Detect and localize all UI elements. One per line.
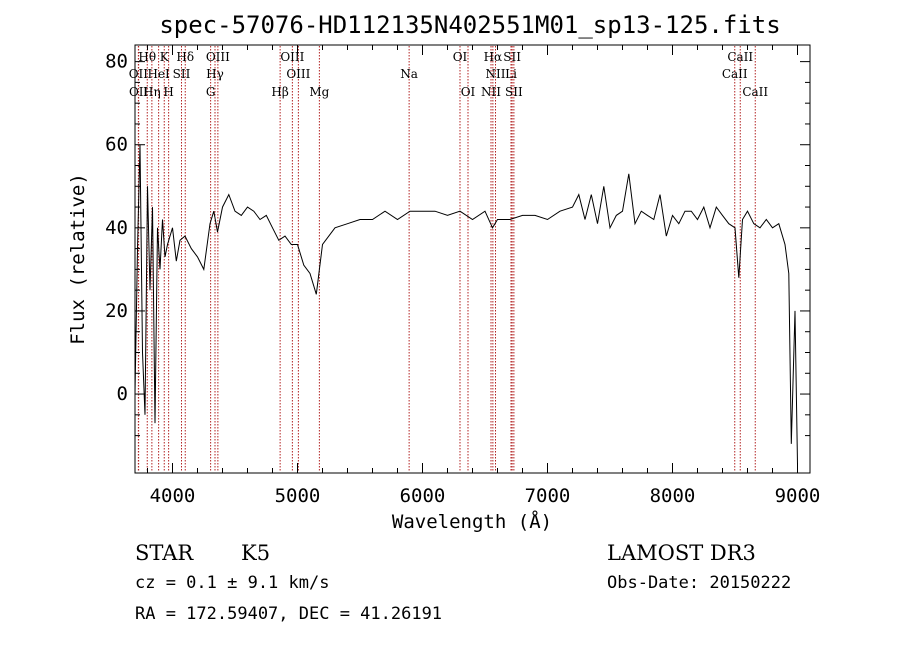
spectral-line-label: K [160,50,170,64]
x-tick-label: 6000 [400,485,446,507]
x-tick-label: 5000 [275,485,321,507]
y-axis-ticks: 0 20 40 60 80 [105,51,810,437]
spectral-line-label: Hη [143,85,161,99]
chart-title: spec-57076-HD112135N402551M01_sp13-125.f… [159,11,780,39]
spectrum-series-line [134,144,798,465]
spectral-line-label: OI [461,85,476,99]
x-tick-label: 8000 [650,485,696,507]
spectral-line-label: SII [505,85,523,99]
spectral-line-label: CaII [727,50,753,64]
spectral-line-label: Na [400,67,418,81]
spectral-line-label: OIII [206,50,230,64]
coordinates: RA = 172.59407, DEC = 41.26191 [135,604,442,624]
spectral-line-label: SII [173,67,191,81]
plot-frame [134,44,811,474]
spectral-line-label: Hθ [138,50,156,64]
spectral-line-label: HeI [147,67,170,81]
x-tick-label: 7000 [525,485,571,507]
spectral-line-label: H [163,85,173,99]
spectral-line-label: SII [503,50,521,64]
redshift-cz: cz = 0.1 ± 9.1 km/s [135,573,329,593]
y-tick-label: 80 [105,51,128,73]
survey-name: LAMOST DR3 [607,541,756,565]
spectral-line-label: OII [129,85,149,99]
spectral-line-label: OIII [286,67,310,81]
spectral-line-label: Hβ [271,85,288,99]
x-axis-label: Wavelength (Å) [392,510,552,533]
spectral-line-markers [137,46,756,472]
spectral-line-label: G [206,85,216,99]
y-tick-label: 40 [105,217,128,239]
spectral-line-label: NII [486,67,506,81]
object-subclass: K5 [241,541,270,565]
x-axis-ticks: 4000 5000 6000 7000 8000 9000 [147,45,821,507]
spectral-line-label: Hγ [206,67,224,81]
x-tick-label: 4000 [150,485,196,507]
spectral-line-label: Hδ [176,50,194,64]
spectral-line-label: Li [505,67,517,81]
y-tick-label: 60 [105,134,128,156]
y-tick-label: 0 [117,383,128,405]
observation-date: Obs-Date: 20150222 [607,573,791,593]
object-class: STAR [135,541,194,565]
spectral-line-label: CaII [722,67,748,81]
spectral-line-label: OI [453,50,468,64]
spectral-line-label: CaII [742,85,768,99]
y-axis-label: Flux (relative) [67,173,89,345]
x-tick-label: 9000 [775,485,821,507]
spectral-line-label: OIII [280,50,304,64]
spectral-line-label: OII [129,67,149,81]
spectral-line-label: Hα [484,50,503,64]
spectral-line-label: NII [481,85,501,99]
y-tick-label: 20 [105,300,128,322]
spectral-line-label: Mg [309,85,329,99]
